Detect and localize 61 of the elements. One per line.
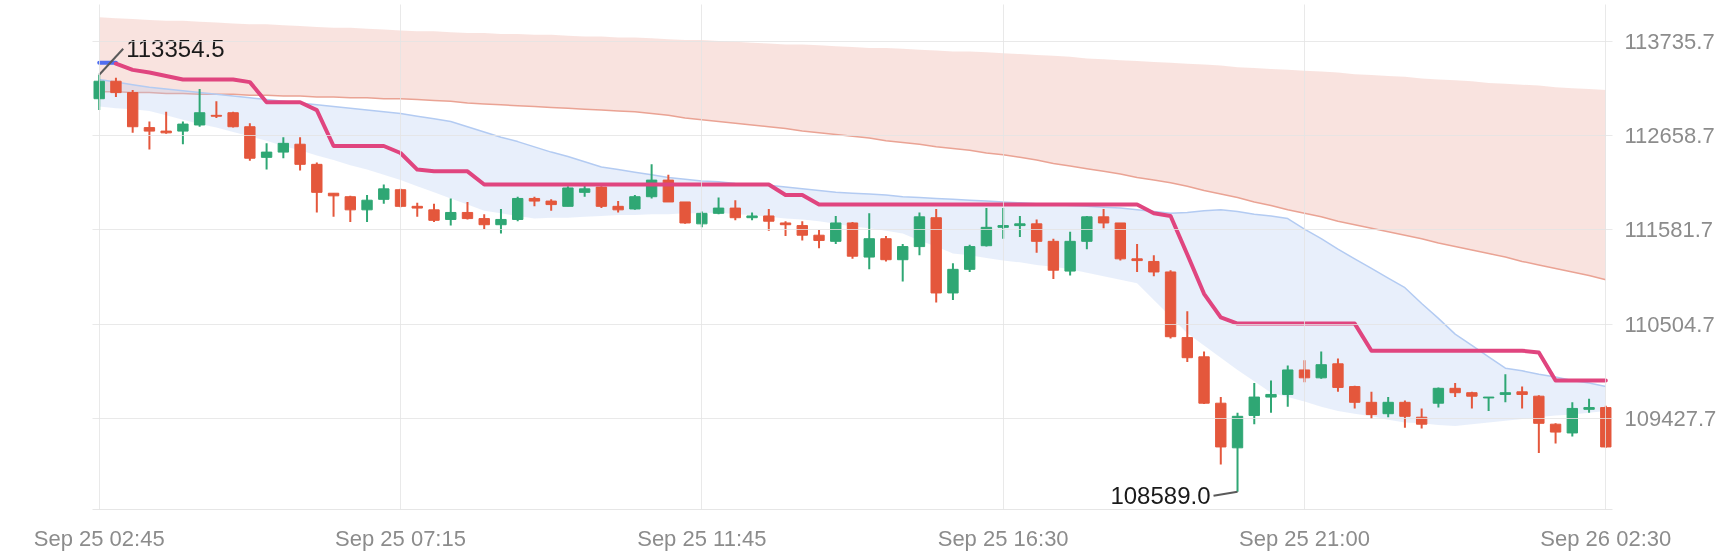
candlestick [143,120,156,151]
candlestick [1399,399,1411,429]
candlestick [160,110,172,135]
x-tick-label: Sep 25 16:30 [937,525,1069,551]
annotation: 108589.0 [1110,482,1211,510]
y-tick-label: 113735.7 [1624,28,1715,54]
candlestick [210,100,223,119]
candlestick [947,262,959,301]
candlestick [361,193,373,224]
x-tick-label: Sep 25 02:45 [33,525,165,551]
candlestick [1315,350,1327,380]
x-tick-label: Sep 25 11:45 [637,525,767,551]
candlestick [863,212,875,271]
candlestick [1014,214,1026,238]
x-tick-label: Sep 26 02:30 [1540,525,1672,551]
candlestick [344,194,356,224]
candlestick [595,185,608,210]
candlestick [880,235,892,263]
candlestick [512,195,524,223]
candlestick [763,207,775,232]
candlestick [277,136,290,160]
candlestick [193,88,206,128]
y-tick-label: 110504.7 [1624,311,1715,337]
candlestick [1332,357,1344,393]
candlestick [428,202,440,224]
candlestick [177,120,189,146]
candlestick [1181,310,1193,364]
candlestick [679,200,691,225]
candlestick [997,207,1009,240]
candlestick [1265,379,1277,414]
candlestick [445,197,457,227]
candlestick [1382,396,1394,419]
candlestick [1248,382,1260,426]
candlestick [1415,407,1428,430]
candlestick [562,185,574,208]
candlestick [980,207,993,248]
candlestick [260,142,273,171]
candlestick [830,214,842,245]
candlestick [1097,207,1110,230]
candlestick [1432,386,1445,409]
annotation: 113354.5 [126,35,225,63]
candlestick [1516,385,1528,410]
y-tick-label: 109427.7 [1624,405,1717,431]
candlestick [1131,242,1143,273]
x-tick-label: Sep 25 21:00 [1239,525,1370,551]
candlestick [1148,254,1160,278]
candlestick [1030,218,1043,254]
candlestick [378,183,390,205]
candlestick [963,243,976,273]
candlestick [1365,390,1378,420]
candlestick [110,76,122,98]
candlestick [897,242,909,283]
candlestick [294,136,306,172]
candlestick [1499,373,1512,404]
x-tick-label: Sep 25 07:15 [335,525,466,551]
candlestick [813,228,825,250]
candlestick [729,199,742,222]
y-tick-label: 111581.7 [1624,217,1713,243]
y-tick-label: 112658.7 [1624,123,1715,149]
candlestick [495,207,507,235]
candlestick [1549,422,1562,445]
